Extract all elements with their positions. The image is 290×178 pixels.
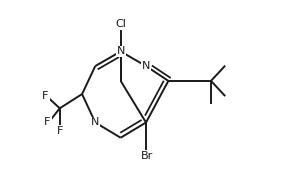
Text: F: F xyxy=(57,126,63,136)
Text: N: N xyxy=(117,46,125,56)
Text: N: N xyxy=(142,61,150,71)
Text: F: F xyxy=(42,91,49,101)
Text: N: N xyxy=(91,117,99,127)
Text: Br: Br xyxy=(141,151,153,161)
Text: F: F xyxy=(44,117,51,127)
Text: Cl: Cl xyxy=(115,19,126,29)
